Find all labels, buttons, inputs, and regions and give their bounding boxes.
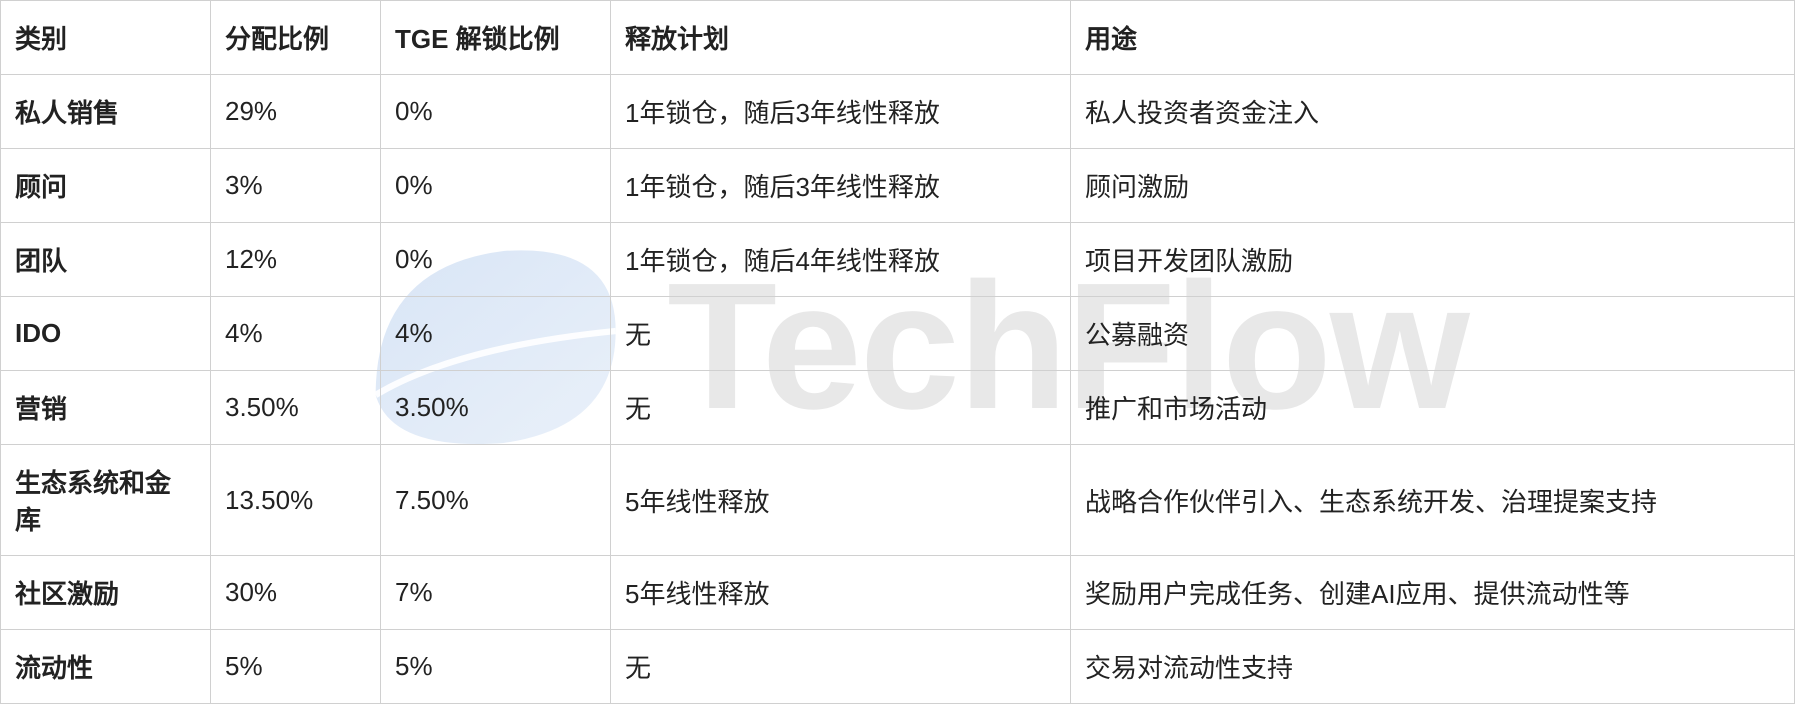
cell-allocation: 12% (211, 223, 381, 297)
col-header-tge: TGE 解锁比例 (381, 1, 611, 75)
cell-allocation: 3.50% (211, 371, 381, 445)
col-header-category: 类别 (1, 1, 211, 75)
cell-category: 社区激励 (1, 556, 211, 630)
cell-release: 无 (611, 371, 1071, 445)
cell-category: 营销 (1, 371, 211, 445)
cell-release: 无 (611, 297, 1071, 371)
cell-purpose: 推广和市场活动 (1071, 371, 1795, 445)
cell-allocation: 30% (211, 556, 381, 630)
cell-release: 5年线性释放 (611, 445, 1071, 556)
table-body: 私人销售 29% 0% 1年锁仓，随后3年线性释放 私人投资者资金注入 顾问 3… (1, 75, 1795, 704)
table-row: 私人销售 29% 0% 1年锁仓，随后3年线性释放 私人投资者资金注入 (1, 75, 1795, 149)
table-row: 生态系统和金库 13.50% 7.50% 5年线性释放 战略合作伙伴引入、生态系… (1, 445, 1795, 556)
table-row: 营销 3.50% 3.50% 无 推广和市场活动 (1, 371, 1795, 445)
cell-allocation: 4% (211, 297, 381, 371)
cell-allocation: 29% (211, 75, 381, 149)
cell-allocation: 3% (211, 149, 381, 223)
cell-release: 1年锁仓，随后3年线性释放 (611, 75, 1071, 149)
cell-purpose: 公募融资 (1071, 297, 1795, 371)
table-row: 社区激励 30% 7% 5年线性释放 奖励用户完成任务、创建AI应用、提供流动性… (1, 556, 1795, 630)
col-header-purpose: 用途 (1071, 1, 1795, 75)
table-row: 顾问 3% 0% 1年锁仓，随后3年线性释放 顾问激励 (1, 149, 1795, 223)
cell-category: 团队 (1, 223, 211, 297)
cell-release: 5年线性释放 (611, 556, 1071, 630)
cell-tge: 7.50% (381, 445, 611, 556)
cell-tge: 5% (381, 630, 611, 704)
cell-purpose: 战略合作伙伴引入、生态系统开发、治理提案支持 (1071, 445, 1795, 556)
cell-release: 无 (611, 630, 1071, 704)
table-row: 流动性 5% 5% 无 交易对流动性支持 (1, 630, 1795, 704)
cell-category: IDO (1, 297, 211, 371)
cell-purpose: 项目开发团队激励 (1071, 223, 1795, 297)
cell-tge: 4% (381, 297, 611, 371)
cell-category: 私人销售 (1, 75, 211, 149)
cell-release: 1年锁仓，随后3年线性释放 (611, 149, 1071, 223)
cell-category: 顾问 (1, 149, 211, 223)
table-header-row: 类别 分配比例 TGE 解锁比例 释放计划 用途 (1, 1, 1795, 75)
cell-category: 生态系统和金库 (1, 445, 211, 556)
cell-tge: 0% (381, 223, 611, 297)
allocation-table: 类别 分配比例 TGE 解锁比例 释放计划 用途 私人销售 29% 0% 1年锁… (0, 0, 1795, 704)
cell-tge: 3.50% (381, 371, 611, 445)
table-row: 团队 12% 0% 1年锁仓，随后4年线性释放 项目开发团队激励 (1, 223, 1795, 297)
cell-allocation: 13.50% (211, 445, 381, 556)
cell-tge: 0% (381, 75, 611, 149)
col-header-allocation: 分配比例 (211, 1, 381, 75)
cell-release: 1年锁仓，随后4年线性释放 (611, 223, 1071, 297)
cell-purpose: 交易对流动性支持 (1071, 630, 1795, 704)
cell-purpose: 私人投资者资金注入 (1071, 75, 1795, 149)
cell-purpose: 奖励用户完成任务、创建AI应用、提供流动性等 (1071, 556, 1795, 630)
cell-allocation: 5% (211, 630, 381, 704)
cell-category: 流动性 (1, 630, 211, 704)
table-row: IDO 4% 4% 无 公募融资 (1, 297, 1795, 371)
cell-tge: 0% (381, 149, 611, 223)
cell-purpose: 顾问激励 (1071, 149, 1795, 223)
cell-tge: 7% (381, 556, 611, 630)
col-header-release: 释放计划 (611, 1, 1071, 75)
